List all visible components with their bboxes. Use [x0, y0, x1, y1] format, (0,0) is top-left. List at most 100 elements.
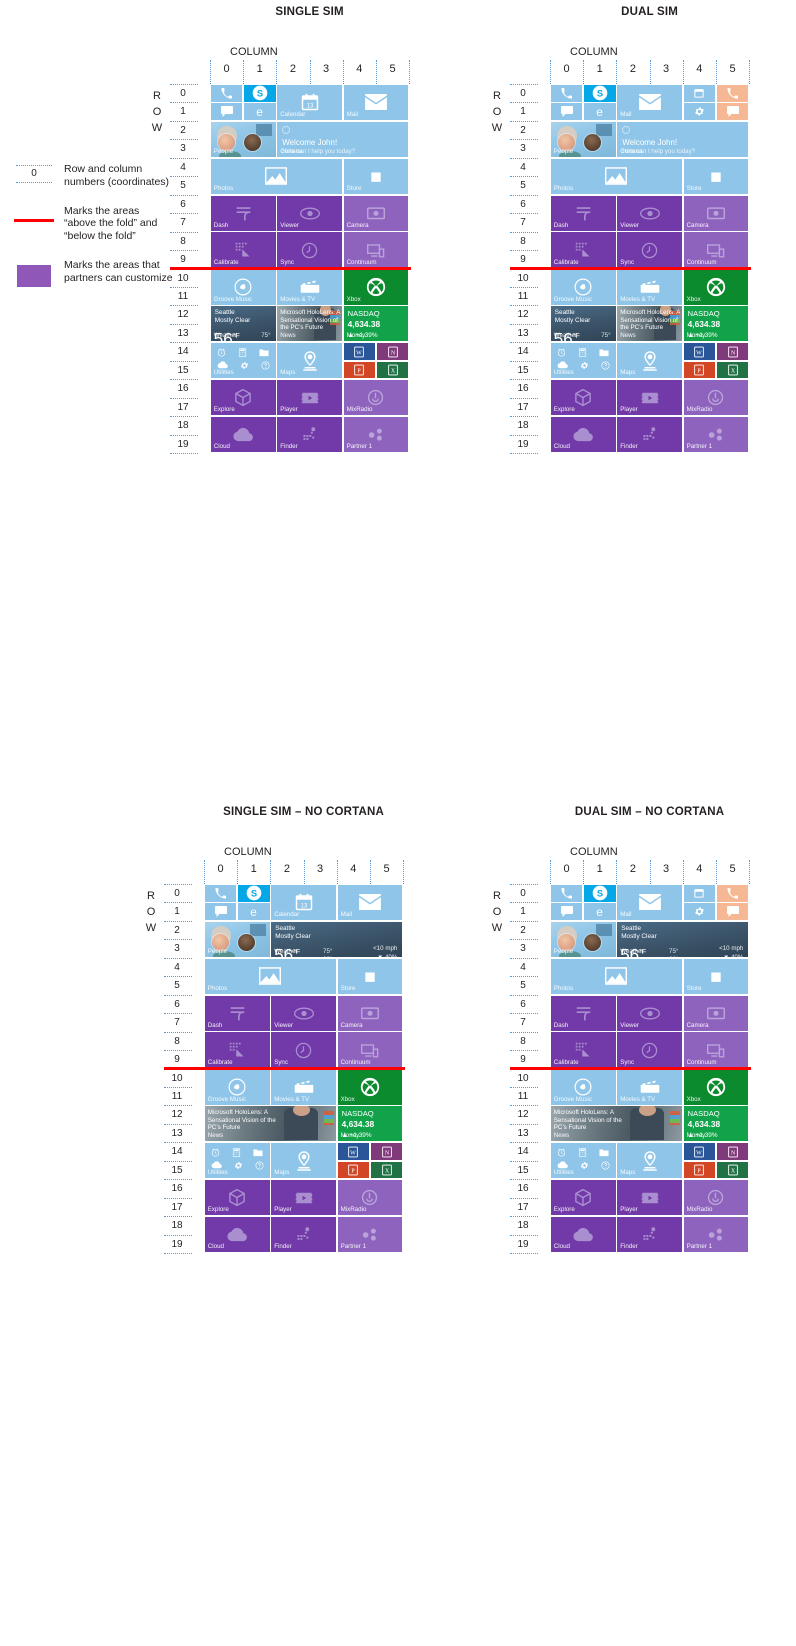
tile-viewer[interactable]: Viewer — [617, 195, 682, 231]
tile-mail[interactable]: Mail — [343, 84, 409, 121]
tile-calibrate[interactable]: Calibrate — [210, 232, 276, 268]
tile-store[interactable]: Store — [683, 158, 749, 194]
tile-explore[interactable]: Explore — [550, 380, 616, 416]
tile-messaging[interactable] — [204, 903, 237, 921]
tile-mail[interactable]: Mail — [617, 84, 682, 121]
tile-word[interactable]: W — [683, 1143, 716, 1160]
tile-skype[interactable]: S — [244, 84, 276, 102]
tile-onenote[interactable]: N — [716, 1143, 749, 1160]
tile-continuum[interactable]: Continuum — [683, 1032, 749, 1068]
tile-powerpoint[interactable]: P — [683, 1161, 716, 1179]
tile-excel[interactable]: X — [376, 361, 409, 379]
tile-continuum[interactable]: Continuum — [683, 232, 749, 268]
tile-dash[interactable]: Dash — [204, 995, 270, 1031]
tile-mail[interactable]: Mail — [337, 884, 403, 921]
tile-maps[interactable]: Maps — [617, 1143, 682, 1179]
tile-onenote[interactable]: N — [370, 1143, 403, 1160]
tile-movies-tv[interactable]: Movies & TV — [617, 269, 682, 305]
tile-people[interactable]: People — [550, 121, 616, 157]
tile-onenote[interactable]: N — [376, 343, 409, 360]
tile-utilities[interactable]: Utilities — [550, 1143, 616, 1179]
tile-partner-app[interactable]: Partner 1 — [337, 1216, 403, 1253]
tile-people[interactable]: People — [210, 121, 276, 157]
tile-explore[interactable]: Explore — [550, 1180, 616, 1216]
tile-sync[interactable]: Sync — [271, 1032, 336, 1068]
tile-movies-tv[interactable]: Movies & TV — [271, 1069, 336, 1105]
tile-player[interactable]: Player — [617, 1180, 682, 1216]
tile-messaging[interactable] — [550, 903, 583, 921]
tile-skype[interactable]: S — [238, 884, 270, 902]
tile-powerpoint[interactable]: P — [337, 1161, 370, 1179]
tile-calibrate[interactable]: Calibrate — [204, 1032, 270, 1068]
tile-partner-app[interactable]: Partner 1 — [343, 416, 409, 453]
tile-phone[interactable] — [550, 884, 583, 902]
tile-skype[interactable]: S — [584, 84, 616, 102]
tile-viewer[interactable]: Viewer — [277, 195, 342, 231]
tile-photos[interactable]: Photos — [204, 958, 336, 994]
tile-maps[interactable]: Maps — [277, 343, 342, 379]
tile-store[interactable]: Store — [343, 158, 409, 194]
tile-maps[interactable]: Maps — [617, 343, 682, 379]
tile-continuum[interactable]: Continuum — [343, 232, 409, 268]
tile-xbox[interactable]: Xbox — [683, 269, 749, 305]
tile-photos[interactable]: Photos — [550, 158, 682, 194]
tile-messaging-2[interactable] — [716, 103, 749, 121]
tile-camera[interactable]: Camera — [343, 195, 409, 231]
tile-finder[interactable]: Finder — [271, 1216, 336, 1253]
tile-mixradio[interactable]: MixRadio — [343, 380, 409, 416]
tile-player[interactable]: Player — [617, 380, 682, 416]
tile-people[interactable]: People — [550, 921, 616, 957]
tile-explore[interactable]: Explore — [210, 380, 276, 416]
tile-sync[interactable]: Sync — [277, 232, 342, 268]
tile-partner-app[interactable]: Partner 1 — [683, 1216, 749, 1253]
tile-player[interactable]: Player — [277, 380, 342, 416]
tile-phone[interactable] — [210, 84, 243, 102]
tile-partner-app[interactable]: Partner 1 — [683, 416, 749, 453]
tile-cloud[interactable]: Cloud — [550, 416, 616, 453]
tile-player[interactable]: Player — [271, 1180, 336, 1216]
tile-calibrate[interactable]: Calibrate — [550, 232, 616, 268]
tile-phone[interactable] — [550, 84, 583, 102]
tile-edge[interactable]: e — [238, 903, 270, 921]
tile-edge[interactable]: e — [244, 103, 276, 121]
tile-groove-music[interactable]: Groove Music — [550, 269, 616, 305]
tile-mixradio[interactable]: MixRadio — [683, 380, 749, 416]
tile-excel[interactable]: X — [716, 1161, 749, 1179]
tile-people[interactable]: People — [204, 921, 270, 957]
tile-sync[interactable]: Sync — [617, 1032, 682, 1068]
tile-xbox[interactable]: Xbox — [683, 1069, 749, 1105]
tile-word[interactable]: W — [343, 343, 376, 360]
tile-messaging[interactable] — [210, 103, 243, 121]
tile-mixradio[interactable]: MixRadio — [683, 1180, 749, 1216]
tile-mail[interactable]: Mail — [617, 884, 682, 921]
tile-cloud[interactable]: Cloud — [210, 416, 276, 453]
tile-calendar-small[interactable] — [683, 84, 716, 102]
tile-xbox[interactable]: Xbox — [337, 1069, 403, 1105]
tile-camera[interactable]: Camera — [683, 995, 749, 1031]
tile-excel[interactable]: X — [716, 361, 749, 379]
tile-skype[interactable]: S — [584, 884, 616, 902]
tile-calendar[interactable]: 13 Calendar — [277, 84, 342, 121]
tile-powerpoint[interactable]: P — [343, 361, 376, 379]
tile-cloud[interactable]: Cloud — [204, 1216, 270, 1253]
tile-news[interactable]: Microsoft HoloLens: A Sensational Vision… — [617, 306, 682, 342]
tile-word[interactable]: W — [337, 1143, 370, 1160]
tile-dash[interactable]: Dash — [210, 195, 276, 231]
tile-finder[interactable]: Finder — [617, 1216, 682, 1253]
tile-phone-2[interactable] — [716, 884, 749, 902]
tile-movies-tv[interactable]: Movies & TV — [277, 269, 342, 305]
tile-phone-2[interactable] — [716, 84, 749, 102]
tile-dash[interactable]: Dash — [550, 195, 616, 231]
tile-news[interactable]: Microsoft HoloLens: A Sensational Vision… — [277, 306, 342, 342]
tile-news-wide[interactable]: Microsoft HoloLens: A Sensational Vision… — [204, 1106, 336, 1142]
tile-photos[interactable]: Photos — [210, 158, 342, 194]
tile-excel[interactable]: X — [370, 1161, 403, 1179]
tile-dash[interactable]: Dash — [550, 995, 616, 1031]
tile-store[interactable]: Store — [683, 958, 749, 994]
tile-edge[interactable]: e — [584, 103, 616, 121]
